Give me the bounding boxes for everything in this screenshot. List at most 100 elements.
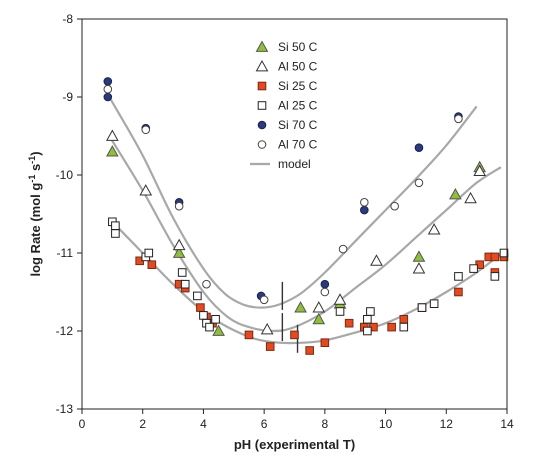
data-point <box>338 244 348 254</box>
data-point <box>244 330 254 340</box>
series-al-70-c <box>103 84 463 305</box>
legend-marker <box>257 120 267 130</box>
x-tick-label: 2 <box>139 417 146 431</box>
tick-labels: 0 2 4 6 8 10 12 14 -8 -9 -10 -11 -12 -13 <box>56 12 514 431</box>
data-point <box>344 318 354 328</box>
data-point <box>139 184 153 196</box>
data-point <box>469 264 478 273</box>
legend-label: Si 25 C <box>278 79 318 93</box>
data-point <box>111 221 120 230</box>
data-point <box>429 299 439 308</box>
series-al-50-c <box>106 129 487 335</box>
legend-label: Al 25 C <box>278 99 318 113</box>
data-point <box>199 311 208 320</box>
data-point <box>366 307 375 316</box>
x-tick-label: 6 <box>261 417 268 431</box>
data-point <box>312 301 326 313</box>
legend-label: Al 70 C <box>278 138 318 152</box>
data-point <box>103 77 113 86</box>
data-point <box>414 178 424 188</box>
y-title-sup2: -1 <box>27 156 37 164</box>
data-point <box>312 312 326 325</box>
data-point <box>417 303 427 312</box>
data-point <box>333 293 347 305</box>
x-axis-title: pH (experimental T) <box>234 437 355 452</box>
legend-marker <box>257 81 267 91</box>
data-points <box>103 77 509 355</box>
data-point <box>103 92 113 102</box>
data-point <box>454 272 463 281</box>
data-point <box>320 338 330 347</box>
data-point <box>454 287 463 297</box>
y-title-main: log Rate (mol g <box>28 183 43 277</box>
y-title-mid: s <box>28 164 43 175</box>
data-point <box>454 114 463 124</box>
y-tick-label: -9 <box>62 90 73 104</box>
data-point <box>205 322 214 332</box>
data-point <box>490 272 500 281</box>
model-curve-3 <box>111 221 505 345</box>
data-point <box>464 191 477 204</box>
data-point <box>320 279 330 289</box>
data-point <box>103 84 113 94</box>
data-point <box>144 248 154 258</box>
data-point <box>294 301 307 313</box>
data-point <box>490 252 500 262</box>
y-tick-label: -13 <box>56 402 74 416</box>
data-point <box>360 198 369 207</box>
data-point <box>370 254 383 266</box>
data-point <box>202 279 211 289</box>
data-point <box>399 322 409 332</box>
series-si-25-c <box>135 252 509 355</box>
series-si-50-c <box>106 145 487 336</box>
y-tick-label: -12 <box>56 324 74 338</box>
y-title-sup1: -1 <box>27 175 37 183</box>
legend-label: Si 50 C <box>278 40 318 54</box>
legend-marker <box>255 40 269 52</box>
data-point <box>259 295 269 305</box>
data-point <box>141 125 151 135</box>
data-point <box>177 268 187 277</box>
data-point <box>147 260 157 269</box>
legend-label-model: model <box>278 157 311 171</box>
legend-marker <box>255 59 269 72</box>
x-tick-label: 4 <box>200 417 207 431</box>
x-tick-label: 14 <box>500 417 514 431</box>
data-point <box>196 303 205 312</box>
axes <box>77 18 508 414</box>
y-title-end: ) <box>28 151 43 155</box>
data-point <box>363 315 372 324</box>
data-point <box>265 342 275 351</box>
data-point <box>335 307 345 316</box>
legend-label: Al 50 C <box>278 60 318 74</box>
data-point <box>414 143 424 152</box>
model-curve-1 <box>108 96 478 309</box>
y-tick-label: -11 <box>57 246 74 260</box>
data-point <box>399 315 409 324</box>
data-point <box>305 346 314 355</box>
data-point <box>449 187 462 200</box>
data-point <box>473 164 487 176</box>
legend-marker <box>257 101 267 110</box>
data-point <box>212 324 225 336</box>
x-tick-label: 10 <box>379 417 393 431</box>
data-point <box>174 201 184 211</box>
data-point <box>412 250 426 262</box>
plot-frame <box>81 18 508 410</box>
data-point <box>260 322 274 335</box>
data-point <box>363 326 372 336</box>
data-point <box>172 246 186 258</box>
data-point <box>111 229 120 238</box>
data-point <box>427 223 441 235</box>
data-point <box>106 145 119 157</box>
x-tick-label: 0 <box>79 417 86 431</box>
x-tick-label: 12 <box>440 417 454 431</box>
data-point <box>387 322 396 332</box>
data-point <box>193 291 202 301</box>
data-point <box>499 248 509 258</box>
data-point <box>180 279 190 289</box>
data-point <box>211 315 220 324</box>
model-curves <box>108 96 505 353</box>
data-point <box>412 262 426 274</box>
